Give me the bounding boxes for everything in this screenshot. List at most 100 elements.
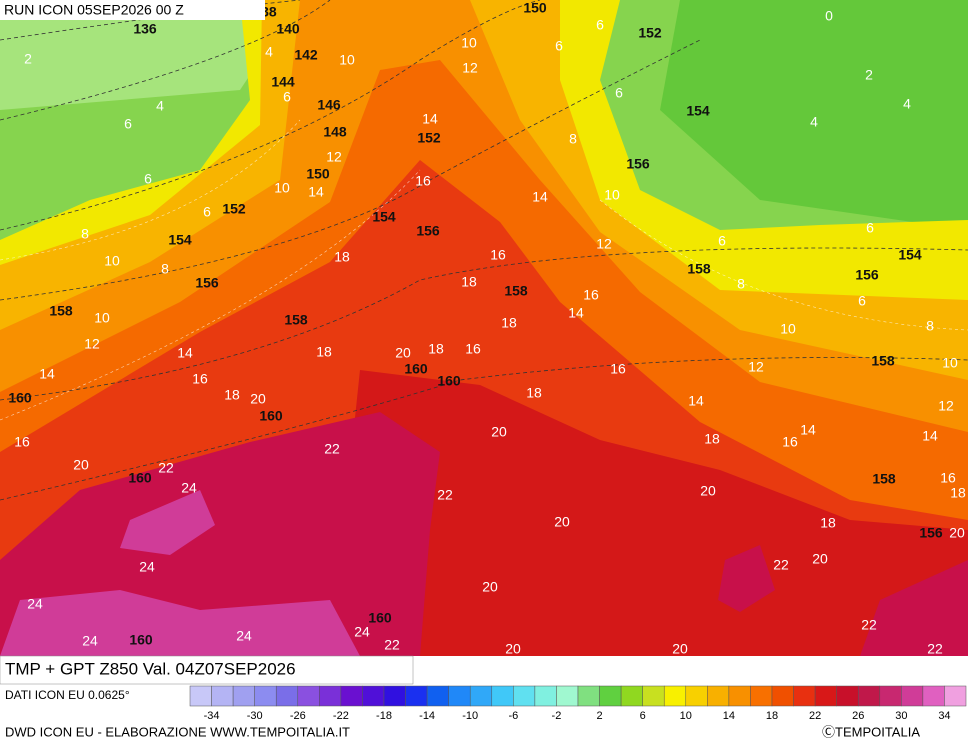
temperature-label: 22 [437, 487, 453, 503]
geopotential-label: 136 [133, 21, 157, 37]
colorbar-tick-label: -34 [204, 710, 220, 722]
header-box [0, 0, 265, 20]
colorbar-cell [319, 685, 342, 707]
geopotential-label: 156 [626, 156, 650, 172]
geopotential-label: 140 [276, 21, 300, 37]
colorbar-tick-label: 6 [640, 710, 646, 722]
band-light-green [0, 0, 300, 110]
geopotential-label: 152 [222, 201, 246, 217]
colorbar-cell [275, 685, 299, 707]
temperature-label: 12 [938, 398, 954, 414]
temperature-label: 6 [718, 233, 726, 249]
geopotential-label: 156 [919, 525, 943, 541]
temperature-label: 16 [14, 434, 30, 450]
band-dark-red [330, 370, 968, 656]
colorbar-cell [814, 685, 837, 707]
geopotential-label: 160 [128, 470, 152, 486]
temperature-label: 6 [866, 220, 874, 236]
temperature-label: 16 [610, 361, 626, 377]
temperature-label: 6 [144, 171, 152, 187]
colorbar-cell [620, 685, 643, 707]
temperature-label: 6 [555, 38, 563, 54]
colorbar-cell [448, 685, 471, 707]
geopotential-label: 158 [284, 312, 308, 328]
temperature-label: 14 [532, 189, 548, 205]
colorbar-tick-label: 34 [938, 710, 950, 722]
isoline [0, 39, 701, 301]
temperature-label: 22 [384, 637, 400, 653]
temperature-label: 6 [858, 293, 866, 309]
temperature-label: 20 [505, 641, 521, 657]
geopotential-label: 144 [271, 74, 295, 90]
temperature-label: 20 [250, 391, 266, 407]
colorbar-tick-label: -14 [419, 710, 435, 722]
colorbar-cell [857, 685, 881, 707]
temperature-label: 20 [812, 551, 828, 567]
colorbar-cell [901, 685, 924, 707]
geopotential-label: 142 [294, 47, 318, 63]
temperature-label: 18 [501, 315, 517, 331]
colorbar-cell [793, 685, 816, 707]
colorbar-tick-label: 26 [852, 710, 864, 722]
colorbar-cell [362, 685, 385, 707]
colorbar-tick-label: 2 [596, 710, 602, 722]
band-pink [0, 590, 360, 656]
temperature-label: 24 [27, 596, 43, 612]
temperature-label: 18 [950, 485, 966, 501]
colorbar-cell [534, 685, 557, 707]
band-magenta [718, 545, 775, 612]
temperature-label: 4 [903, 96, 911, 112]
temperature-label: 4 [265, 44, 273, 60]
colorbar-tick-label: 22 [809, 710, 821, 722]
geopotential-label: 156 [195, 275, 219, 291]
temperature-label: 20 [554, 514, 570, 530]
colorbar-tick-label: -6 [508, 710, 518, 722]
temperature-label: 20 [73, 457, 89, 473]
temperature-label: 16 [465, 341, 481, 357]
temperature-label: 14 [308, 184, 324, 200]
colorbar-cell [836, 685, 859, 707]
temperature-label: 14 [568, 305, 584, 321]
geopotential-label: 160 [129, 632, 153, 648]
isoline [0, 357, 968, 501]
colorbar-cell [750, 685, 773, 707]
temperature-label: 22 [158, 460, 174, 476]
temperature-label: 20 [700, 483, 716, 499]
geopotential-label: 160 [259, 408, 283, 424]
temperature-label: 0 [825, 8, 833, 24]
temperature-label: 22 [324, 441, 340, 457]
geopotential-label: 160 [8, 390, 32, 406]
geopotential-label: 160 [368, 610, 392, 626]
temperature-label: 16 [782, 434, 798, 450]
colorbar-cell [577, 685, 600, 707]
temperature-label: 6 [596, 17, 604, 33]
temperature-label: 8 [81, 226, 89, 242]
colorbar-cell [405, 685, 428, 707]
temperature-label: 24 [139, 559, 155, 575]
temperature-isoline [0, 169, 421, 421]
geopotential-label: 158 [49, 303, 73, 319]
temperature-label: 20 [395, 345, 411, 361]
temperature-label: 4 [156, 98, 164, 114]
colorbar-cell [232, 685, 255, 707]
geopotential-label: 150 [523, 0, 547, 16]
temperature-label: 12 [596, 236, 612, 252]
temperature-label: 8 [737, 276, 745, 292]
copyright: ⒸTEMPOITALIA [822, 724, 920, 739]
temperature-label: 2 [24, 51, 32, 67]
band-deep-green [660, 0, 968, 230]
temperature-label: 24 [236, 628, 252, 644]
colorbar-tick-label: -30 [247, 710, 263, 722]
geopotential-label: 148 [323, 124, 347, 140]
map [0, 0, 968, 656]
colorbar-cell [944, 685, 967, 707]
colorbar-cell [383, 685, 406, 707]
colorbar-cell [707, 685, 730, 707]
temperature-label: 16 [583, 287, 599, 303]
geopotential-label: 152 [638, 25, 662, 41]
geopotential-label: 156 [855, 267, 879, 283]
isoline [0, 0, 331, 121]
colorbar-cell [771, 685, 794, 707]
temperature-label: 8 [569, 131, 577, 147]
